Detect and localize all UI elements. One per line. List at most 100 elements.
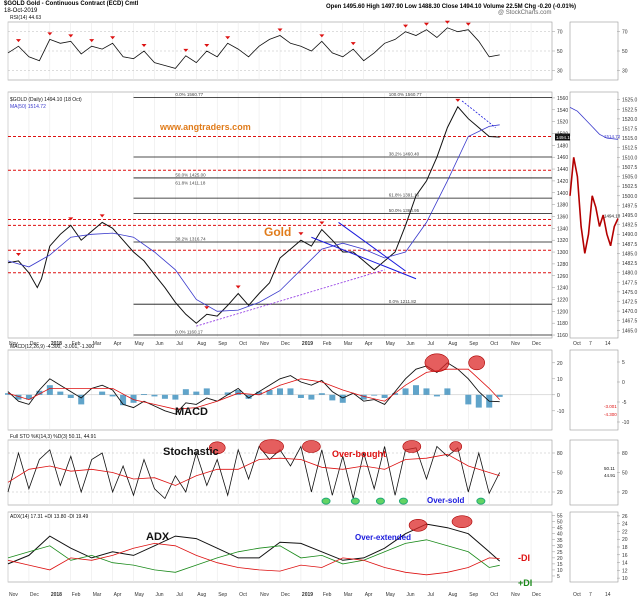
price-tick-label: 1200	[557, 309, 568, 315]
adx-tick-label: 10	[557, 568, 563, 574]
side-price-tick-label: 1467.5	[622, 319, 638, 325]
x-axis-label: Dec	[30, 592, 39, 598]
macd-tick-label: -10	[557, 409, 564, 415]
side-rsi-tick-label: 30	[622, 68, 628, 74]
side-price-tick-label: 1515.0	[622, 136, 638, 142]
price-tick-label: 1360	[557, 214, 568, 220]
side-price-tick-label: 1482.5	[622, 261, 638, 267]
fib-level-label: 0.0% 1211.82	[389, 299, 417, 304]
price-x-axis-label: Aug	[197, 341, 206, 347]
minus-di-line	[7, 542, 500, 576]
x-axis-label: May	[386, 592, 396, 598]
side-adx-tick-label: 18	[622, 545, 628, 551]
rsi-tick-label: 50	[557, 49, 563, 55]
fib-level-label: 50.0% 1425.00	[175, 172, 206, 177]
price-x-axis-label: Oct	[239, 341, 247, 347]
side-sto-tick-label: 50	[622, 471, 628, 477]
rsi-tick-label: 30	[557, 68, 563, 74]
macd-histogram-bar	[266, 390, 273, 395]
rsi-peak-marker	[110, 36, 116, 40]
macd-histogram-bar	[381, 394, 388, 398]
fib-level-label: 61.8% 1411.18	[175, 181, 205, 186]
macd-histogram-bar	[433, 394, 440, 397]
ma-legend: MA(50) 1514.72	[10, 104, 46, 110]
side-price-tick-label: 1492.5	[622, 223, 638, 229]
plus-di-line	[7, 539, 500, 573]
macd-histogram-bar	[193, 391, 200, 395]
side-price-tick-label: 1502.5	[622, 184, 638, 190]
ma50-line	[7, 124, 500, 312]
stockcharts-watermark: @ StockCharts.com	[498, 10, 552, 16]
macd-histogram-bar	[151, 394, 158, 397]
side-x-axis-label: 7	[589, 341, 592, 347]
side-adx-tick-label: 22	[622, 529, 628, 535]
price-x-axis-label: Dec	[281, 341, 290, 347]
plus-di-label: +DI	[518, 578, 532, 588]
sto-oversold-highlight	[375, 497, 385, 505]
adx-tick-label: 45	[557, 526, 563, 532]
price-x-axis-label: Sep	[469, 341, 478, 347]
sto-oversold-highlight	[321, 497, 331, 505]
adx-tick-label: 25	[557, 550, 563, 556]
price-x-axis-label: Mar	[93, 341, 102, 347]
macd-histogram-bar	[15, 394, 22, 400]
macd-histogram-bar	[120, 394, 127, 406]
side-price-tick-label: 1517.5	[622, 127, 638, 133]
side-macd-tick-label: 0	[622, 380, 625, 386]
website-label: www.angtraders.com	[159, 122, 251, 132]
side-last-value-label: 1494.10	[604, 213, 621, 218]
macd-histogram-bar	[392, 393, 399, 395]
swing-high-marker	[99, 214, 105, 218]
x-axis-label: Jul	[427, 592, 433, 598]
side-adx-tick-label: 24	[622, 522, 628, 528]
price-tick-label: 1400	[557, 191, 568, 197]
macd-histogram-bar	[277, 388, 283, 395]
x-axis-label: Apr	[114, 592, 122, 598]
x-axis-label: 2019	[302, 592, 313, 598]
rsi-tick-label: 70	[557, 30, 563, 36]
adx-label: ADX	[146, 531, 170, 543]
rsi-peak-marker	[225, 36, 231, 40]
macd-tick-label: 10	[557, 377, 563, 383]
adx-peak-highlight	[451, 515, 473, 528]
side-price-line	[569, 157, 619, 254]
x-axis-label: Jun	[155, 592, 163, 598]
swing-high-marker	[68, 217, 74, 221]
sto-legend: Full STO %K(14,3) %D(3) 50.11, 44.91	[10, 434, 96, 440]
sto-overbought-highlight	[302, 440, 321, 453]
macd-histogram-bar	[130, 394, 137, 403]
adx-tick-label: 30	[557, 544, 563, 550]
macd-histogram-bar	[339, 394, 346, 403]
sto-k-line	[7, 445, 501, 500]
side-x-axis-label: 7	[589, 592, 592, 598]
macd-histogram-bar	[5, 393, 11, 395]
side-adx-tick-label: 26	[622, 514, 628, 520]
rsi-peak-marker	[89, 39, 95, 43]
x-axis-label: Sep	[469, 592, 478, 598]
macd-histogram-bar	[57, 391, 64, 395]
rsi-peak-marker	[15, 39, 21, 43]
sto-oversold-highlight	[350, 497, 360, 505]
price-x-axis-label: Jun	[155, 341, 163, 347]
swing-high-marker	[15, 252, 21, 256]
rsi-peak-marker	[465, 22, 471, 26]
rsi-peak-marker	[183, 48, 189, 52]
swing-high-marker	[235, 285, 241, 289]
side-price-tick-label: 1510.0	[622, 155, 638, 161]
side-panel-frame-macd	[569, 349, 619, 431]
price-legend: $GOLD (Daily) 1494.10 (18 Oct)	[10, 97, 82, 103]
side-macd-tick-label: -5	[622, 400, 627, 406]
price-x-axis-label: Feb	[323, 341, 332, 347]
series-lines	[5, 27, 619, 576]
x-axis-label: Oct	[490, 592, 498, 598]
side-adx-tick-label: 16	[622, 553, 628, 559]
swing-high-marker	[319, 221, 325, 225]
price-x-axis-label: Jul	[427, 341, 433, 347]
macd-label: MACD	[175, 406, 208, 418]
macd-histogram-bar	[245, 394, 252, 399]
side-sto-tick-label: 80	[622, 451, 628, 457]
side-price-tick-label: 1485.0	[622, 251, 638, 257]
side-sto-value-label: 44.91	[604, 473, 616, 478]
macd-histogram-bar	[256, 391, 263, 395]
